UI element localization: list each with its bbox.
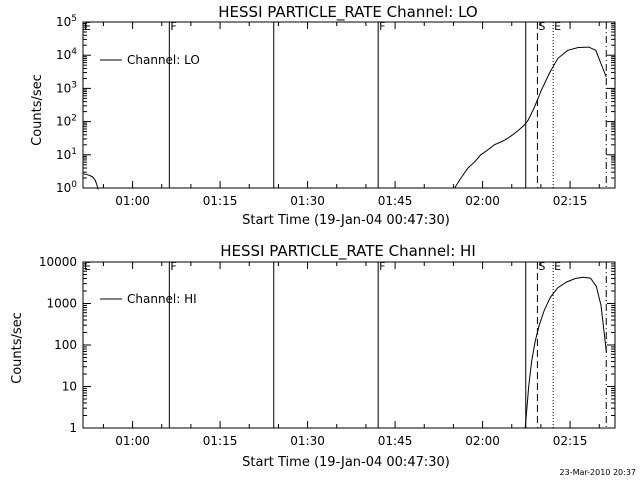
x-tick-label: 02:15 <box>553 434 588 448</box>
event-marker-label: E <box>84 20 91 33</box>
x-tick-label: 01:15 <box>203 194 238 208</box>
y-tick-label: 100 <box>56 180 77 195</box>
x-axis-label-hi: Start Time (19-Jan-04 00:47:30) <box>242 455 450 470</box>
hi-channel-panel: HESSI PARTICLE_RATE Channel: HI 01:00 01:… <box>10 242 616 470</box>
y-tick-label: 10 <box>62 380 77 394</box>
plot-frame-hi <box>82 261 616 429</box>
x-axis-label-lo: Start Time (19-Jan-04 00:47:30) <box>242 213 450 228</box>
x-tick-label: 02:00 <box>465 194 500 208</box>
event-marker-label: F <box>379 260 385 273</box>
event-marker-label: E <box>554 260 561 273</box>
x-tick-label: 01:45 <box>378 434 413 448</box>
axis-ticks-hi: 01:00 01:15 01:30 01:45 02:00 02:15 1 10 100 1000… <box>39 255 615 448</box>
chart-title-lo: HESSI PARTICLE_RATE Channel: LO <box>218 3 477 22</box>
series-group-lo <box>82 46 607 190</box>
event-marker-label: F <box>170 20 176 33</box>
y-tick-label: 101 <box>56 147 77 162</box>
event-marker-label: S <box>538 260 545 273</box>
y-axis-label-lo: Counts/sec <box>30 74 45 146</box>
y-tick-label: 10000 <box>39 255 77 269</box>
x-tick-label: 01:30 <box>290 434 325 448</box>
event-marker-label: E <box>554 20 561 33</box>
chart-title-hi: HESSI PARTICLE_RATE Channel: HI <box>220 242 476 261</box>
legend-label-hi: Channel: HI <box>127 292 197 306</box>
lo-channel-panel: HESSI PARTICLE_RATE Channel: LO 01:00 01:… <box>30 3 616 228</box>
x-tick-label: 01:00 <box>115 434 150 448</box>
y-tick-label: 103 <box>56 80 77 95</box>
event-marker-label: S <box>538 20 545 33</box>
y-tick-label: 100 <box>54 338 77 352</box>
x-tick-label: 01:15 <box>203 434 238 448</box>
series-group-hi <box>524 276 607 429</box>
y-axis-label-hi: Counts/sec <box>10 312 25 384</box>
series-line <box>82 173 99 190</box>
y-tick-label: 105 <box>56 14 77 29</box>
x-tick-label: 02:15 <box>553 194 588 208</box>
legend-lo: Channel: LO <box>100 53 200 67</box>
series-line <box>524 276 607 429</box>
x-tick-label: 01:45 <box>378 194 413 208</box>
event-marker-label: F <box>379 20 385 33</box>
series-line <box>454 46 607 189</box>
plot-timestamp: 23-Mar-2010 20:37 <box>560 468 637 477</box>
x-tick-label: 01:00 <box>115 194 150 208</box>
x-tick-label: 02:00 <box>465 434 500 448</box>
y-tick-label: 104 <box>56 47 77 62</box>
event-marker-label: F <box>170 260 176 273</box>
y-tick-label: 1000 <box>46 297 77 311</box>
legend-hi: Channel: HI <box>100 292 197 306</box>
x-tick-label: 01:30 <box>290 194 325 208</box>
legend-label-lo: Channel: LO <box>127 53 200 67</box>
event-marker-label: E <box>84 260 91 273</box>
y-tick-label: 102 <box>56 114 77 129</box>
axis-ticks-lo: 01:00 01:15 01:30 01:45 02:00 02:15 100 101 102 1… <box>56 14 615 208</box>
y-tick-label: 1 <box>69 421 77 435</box>
